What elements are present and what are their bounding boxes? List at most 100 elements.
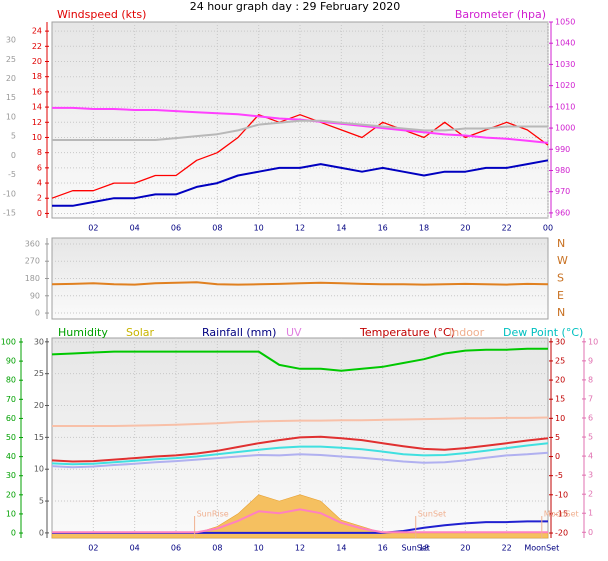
x-tick-label: 10 [254, 224, 264, 233]
tick-label: 50 [6, 433, 16, 442]
x-tick-label: 18 [419, 544, 429, 553]
x-tick-label: 08 [212, 544, 222, 553]
tick-label: 90 [6, 357, 16, 366]
tick-label: 2 [37, 194, 42, 203]
tick-label: 7 [588, 394, 593, 403]
legend-label: Solar [126, 326, 155, 339]
tick-label: 15 [6, 93, 16, 102]
tick-label: -15 [555, 509, 568, 518]
legend-label: UV [286, 326, 302, 339]
series-line [52, 159, 549, 207]
tick-label: 25 [555, 356, 565, 365]
tick-label: 9 [588, 356, 593, 365]
annotation-label: SunSet [418, 510, 446, 519]
tick-label: 30 [6, 471, 16, 480]
tick-label: 70 [6, 395, 16, 404]
series-line [52, 106, 549, 144]
tick-label: 20 [34, 401, 44, 410]
tick-label: 4 [37, 179, 42, 188]
tick-label: 25 [6, 55, 16, 64]
tick-label: 20 [6, 490, 16, 499]
tick-label: 4 [588, 452, 593, 461]
barometer-axis-label: Barometer (hpa) [455, 8, 546, 21]
x-tick-label: 12 [295, 544, 305, 553]
x-tick-label: 22 [502, 224, 512, 233]
x-tick-label: 22 [502, 544, 512, 553]
tick-label: W [557, 254, 568, 267]
tick-label: 100 [1, 338, 16, 347]
tick-label: 60 [6, 414, 16, 423]
annotation-label: SunRise [197, 510, 229, 519]
tick-label: 80 [6, 376, 16, 385]
tick-label: S [557, 272, 564, 285]
x-tick-label: 14 [336, 224, 346, 233]
tick-label: 20 [32, 57, 42, 66]
x-tick-label: 20 [460, 544, 470, 553]
series-line [52, 416, 549, 427]
tick-label: 20 [6, 74, 16, 83]
tick-label: 6 [588, 414, 593, 423]
tick-label: -10 [3, 189, 16, 198]
tick-label: 5 [588, 433, 593, 442]
tick-label: 6 [37, 163, 42, 172]
tick-label: 0 [11, 151, 16, 160]
annotation-label: MoonSet [544, 510, 579, 519]
tick-label: 1050 [555, 18, 575, 27]
x-tick-label: 10 [254, 544, 264, 553]
tick-label: 0 [39, 528, 44, 537]
x-tick-label: 20 [460, 224, 470, 233]
x-tick-label: 16 [378, 544, 388, 553]
tick-label: 10 [34, 465, 44, 474]
tick-label: 1 [588, 509, 593, 518]
annotation-axis-label: SunSet [402, 544, 430, 553]
tick-label: N [557, 306, 565, 319]
x-tick-label: 04 [130, 224, 140, 233]
legend-label: Indoor [449, 326, 485, 339]
tick-label: 980 [555, 166, 570, 175]
x-tick-label: 16 [378, 224, 388, 233]
series-line [51, 435, 549, 463]
tick-label: -15 [3, 209, 16, 218]
tick-label: 2 [588, 490, 593, 499]
tick-label: 10 [555, 414, 565, 423]
tick-label: 0 [11, 529, 16, 538]
tick-label: 16 [32, 87, 42, 96]
tick-label: 1030 [555, 60, 575, 69]
x-tick-label: 08 [212, 224, 222, 233]
tick-label: 990 [555, 145, 570, 154]
series-line [51, 442, 549, 466]
tick-label: 8 [588, 375, 593, 384]
tick-label: 24 [32, 27, 42, 36]
annotation-axis-label: MoonSet [524, 544, 559, 553]
x-tick-label: 06 [171, 544, 181, 553]
tick-label: 0 [35, 309, 40, 318]
tick-label: 30 [34, 337, 44, 346]
x-tick-label: 12 [295, 224, 305, 233]
tick-label: -20 [555, 529, 568, 538]
tick-label: 90 [30, 291, 40, 300]
tick-label: E [557, 289, 564, 302]
series-line [51, 451, 549, 469]
tick-label: 40 [6, 452, 16, 461]
x-tick-label: 02 [88, 224, 98, 233]
tick-label: -5 [555, 471, 563, 480]
tick-label: 1020 [555, 81, 575, 90]
legend-label: Rainfall (mm) [202, 326, 276, 339]
windspeed-axis-label: Windspeed (kts) [57, 8, 146, 21]
tick-label: 270 [25, 257, 40, 266]
tick-label: 180 [25, 274, 40, 283]
tick-label: -10 [555, 490, 568, 499]
tick-label: 30 [6, 36, 16, 45]
tick-label: 10 [6, 509, 16, 518]
tick-label: 0 [37, 209, 42, 218]
tick-label: 20 [555, 376, 565, 385]
x-tick-label: 04 [130, 544, 140, 553]
tick-label: 15 [555, 395, 565, 404]
tick-label: 360 [25, 239, 40, 248]
tick-label: 3 [588, 471, 593, 480]
series-line [51, 281, 549, 286]
x-tick-label: 06 [171, 224, 181, 233]
tick-label: 1010 [555, 102, 575, 111]
series-line [51, 347, 548, 372]
